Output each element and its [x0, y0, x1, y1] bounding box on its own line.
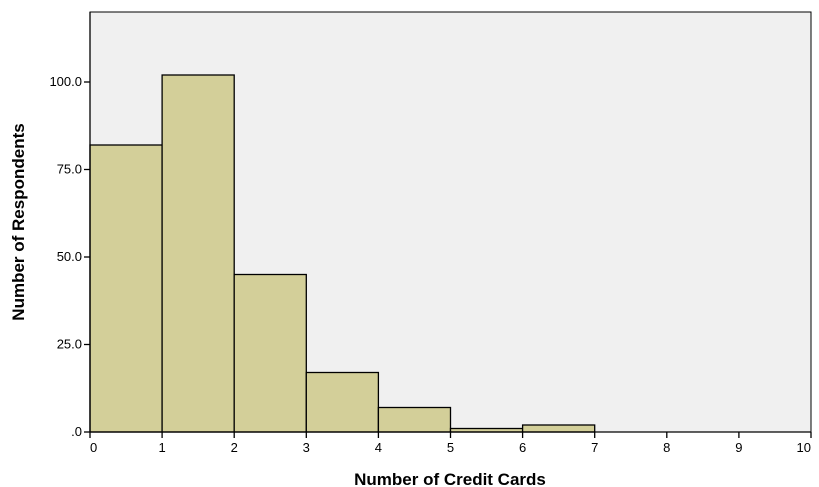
x-tick-label: 2 — [231, 440, 238, 455]
histogram-bar-6 — [521, 424, 596, 433]
x-tick-label: 7 — [591, 440, 598, 455]
y-tick-label: 50.0 — [57, 249, 82, 264]
x-tick-label: 1 — [158, 440, 165, 455]
x-tick-label: 3 — [303, 440, 310, 455]
y-tick-label: 75.0 — [57, 162, 82, 177]
x-tick-label: 9 — [735, 440, 742, 455]
y-axis-title: Number of Respondents — [9, 123, 28, 320]
x-tick-label: 6 — [519, 440, 526, 455]
x-tick-label: 8 — [663, 440, 670, 455]
x-tick-label: 10 — [797, 440, 811, 455]
histogram-bar-4 — [377, 406, 452, 433]
axes-layer: 0 1 2 3 4 5 6 7 8 9 10 .0 25.0 50.0 75.0 100.0 — [49, 12, 812, 455]
histogram-bar-3 — [305, 371, 380, 433]
x-tick-label: 4 — [375, 440, 382, 455]
y-tick-label: .0 — [71, 424, 82, 439]
histogram-bar-0 — [89, 144, 163, 433]
x-tick-label: 5 — [447, 440, 454, 455]
histogram-bar-1 — [161, 74, 235, 433]
histogram-bar-2 — [233, 273, 307, 433]
y-tick-label: 25.0 — [57, 337, 82, 352]
bars-layer — [89, 74, 596, 433]
y-tick-label: 100.0 — [49, 74, 82, 89]
x-axis-title: Number of Credit Cards — [354, 470, 546, 487]
x-tick-label: 0 — [90, 440, 97, 455]
